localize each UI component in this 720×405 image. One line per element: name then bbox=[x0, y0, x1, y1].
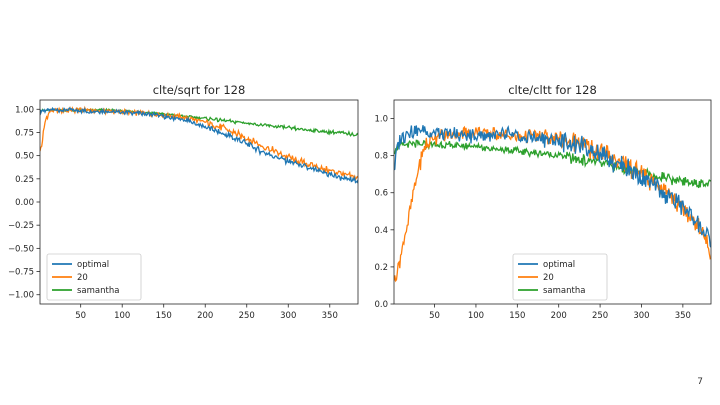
y-tick-label: 0.00 bbox=[15, 198, 34, 208]
x-tick-label: 50 bbox=[429, 311, 440, 321]
y-tick-label: −1.00 bbox=[8, 291, 34, 301]
legend-box bbox=[512, 253, 608, 301]
x-tick-label: 100 bbox=[468, 311, 484, 321]
chart-clte-cltt: clte/cltt for 128 50 100 150 200 250 300 350 0.0… bbox=[374, 83, 712, 321]
legend-label-optimal: optimal bbox=[77, 260, 109, 270]
legend-label-samantha: samantha bbox=[77, 286, 119, 296]
y-tick-label: −0.75 bbox=[8, 268, 34, 278]
chart-title: clte/sqrt for 128 bbox=[153, 83, 246, 97]
x-tick-label: 100 bbox=[114, 311, 130, 321]
legend-label-samantha: samantha bbox=[543, 286, 585, 296]
legend-label-20: 20 bbox=[543, 273, 554, 283]
y-tick-label: −0.50 bbox=[8, 244, 34, 254]
series-line-samantha bbox=[394, 139, 711, 189]
y-tick-label: 0.4 bbox=[374, 226, 388, 236]
x-tick-label: 300 bbox=[280, 311, 296, 321]
chart-clte-sqrt: clte/sqrt for 128 50 100 150 200 250 300 350 1.0… bbox=[8, 83, 359, 321]
x-tick-label: 250 bbox=[592, 311, 608, 321]
x-tick-label: 150 bbox=[156, 311, 172, 321]
y-tick-label: −0.25 bbox=[8, 221, 34, 231]
y-tick-label: 0.6 bbox=[374, 189, 388, 199]
legend: optimal 20 samantha bbox=[46, 253, 142, 301]
legend-box bbox=[46, 253, 142, 301]
legend-label-optimal: optimal bbox=[543, 260, 575, 270]
y-tick-label: 1.0 bbox=[374, 115, 388, 125]
y-tick-label: 0.8 bbox=[374, 152, 388, 162]
x-tick-label: 200 bbox=[197, 311, 213, 321]
chart-title: clte/cltt for 128 bbox=[508, 83, 597, 97]
y-tick-label: 0.25 bbox=[15, 175, 34, 185]
legend: optimal 20 samantha bbox=[512, 253, 608, 301]
y-tick-label: 1.00 bbox=[15, 105, 34, 115]
page-number: 7 bbox=[697, 377, 703, 387]
x-tick-label: 350 bbox=[675, 311, 691, 321]
plot-frame bbox=[393, 99, 712, 305]
y-tick-label: 0.2 bbox=[374, 263, 388, 273]
series-line-optimal bbox=[40, 106, 358, 184]
x-tick-label: 50 bbox=[75, 311, 86, 321]
x-tick-label: 200 bbox=[551, 311, 567, 321]
y-tick-label: 0.50 bbox=[15, 152, 34, 162]
x-tick-label: 250 bbox=[239, 311, 255, 321]
y-tick-label: 0.0 bbox=[374, 300, 388, 310]
y-tick-label: 0.75 bbox=[15, 128, 34, 138]
legend-label-20: 20 bbox=[77, 273, 88, 283]
series-line-optimal bbox=[394, 124, 711, 248]
x-tick-label: 150 bbox=[509, 311, 525, 321]
x-tick-label: 350 bbox=[322, 311, 338, 321]
x-tick-label: 300 bbox=[633, 311, 649, 321]
